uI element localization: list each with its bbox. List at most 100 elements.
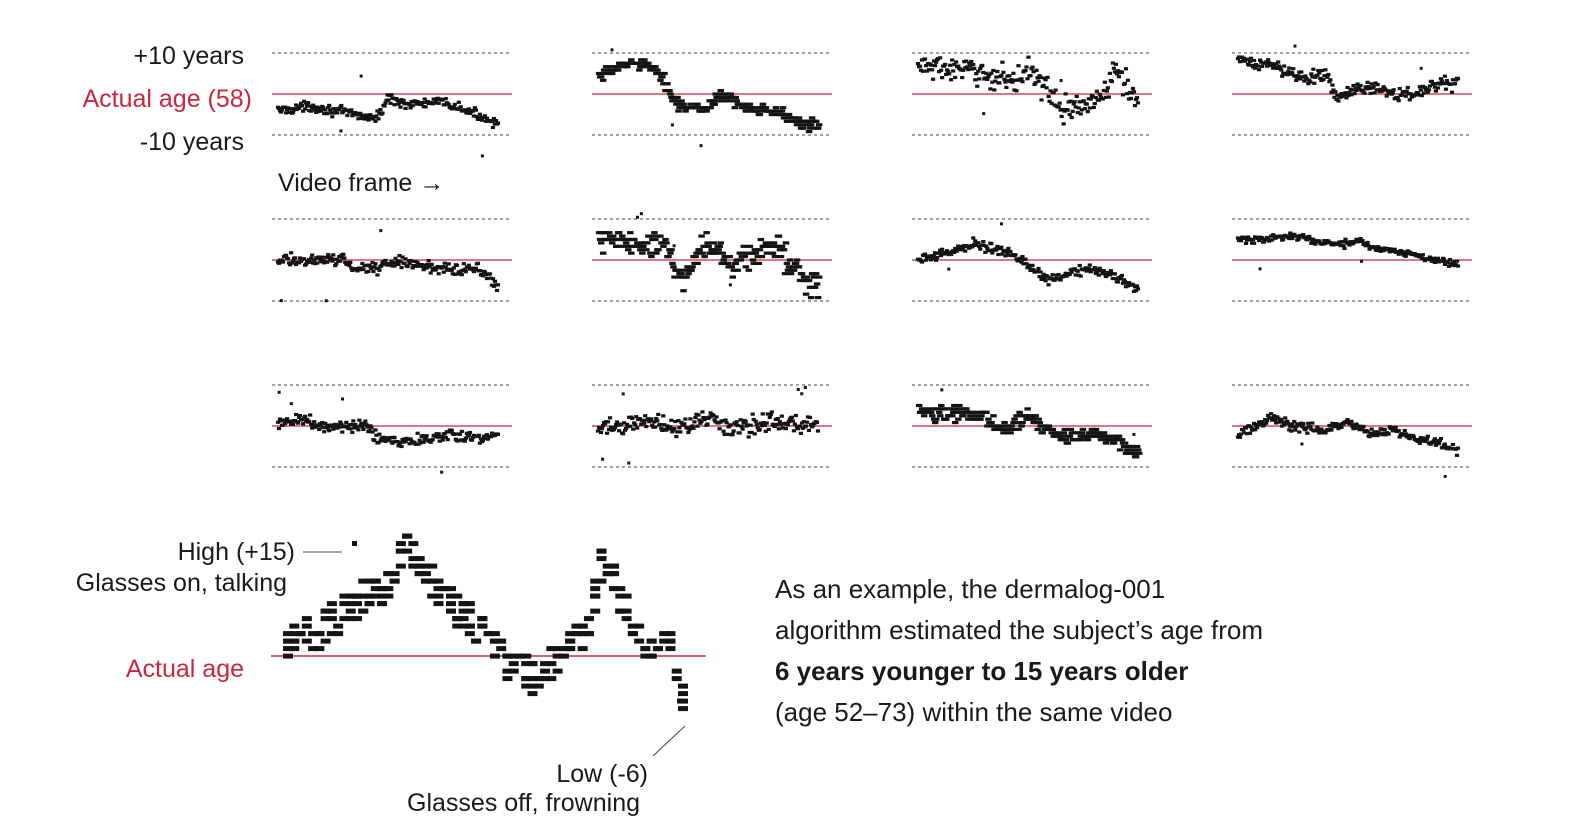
estimate-point — [807, 295, 815, 300]
estimate-point — [1350, 424, 1355, 429]
estimate-point — [1048, 89, 1053, 93]
estimate-point — [731, 106, 739, 110]
estimate-point — [356, 428, 361, 432]
estimate-point — [1059, 114, 1064, 119]
estimate-point — [1247, 431, 1253, 435]
estimate-point — [984, 244, 989, 248]
estimate-point — [1075, 110, 1080, 115]
estimate-point — [425, 99, 430, 104]
estimate-point — [1311, 237, 1316, 241]
estimate-point — [398, 259, 403, 263]
example-estimate-point — [527, 661, 538, 667]
estimate-point — [1331, 88, 1336, 92]
estimate-point — [1242, 236, 1248, 240]
estimate-point — [469, 266, 474, 270]
estimate-point — [446, 430, 451, 434]
estimate-point — [423, 105, 428, 109]
estimate-point — [1300, 425, 1305, 429]
estimate-point — [478, 437, 484, 441]
estimate-point — [1320, 68, 1325, 73]
estimate-point — [309, 109, 314, 113]
estimate-point — [1123, 448, 1131, 452]
estimate-point — [390, 441, 395, 445]
estimate-point — [313, 108, 318, 112]
estimate-point — [1275, 66, 1280, 70]
estimate-point — [419, 102, 424, 107]
estimate-point — [1347, 90, 1352, 95]
estimate-point — [769, 251, 777, 255]
estimate-point — [484, 433, 490, 437]
estimate-point — [754, 422, 759, 426]
estimate-point — [1293, 428, 1298, 432]
estimate-point — [771, 254, 779, 259]
estimate-point — [956, 403, 963, 408]
estimate-point — [1405, 433, 1410, 437]
estimate-point — [977, 77, 982, 81]
estimate-point — [1101, 434, 1109, 438]
estimate-point — [795, 427, 801, 431]
estimate-point — [1381, 249, 1386, 253]
estimate-point — [389, 93, 394, 97]
estimate-point — [951, 69, 956, 73]
note-line-3-bold: 6 years younger to 15 years older — [775, 656, 1189, 686]
example-estimate-point — [489, 631, 500, 637]
estimate-point — [489, 119, 495, 123]
estimate-point — [795, 265, 803, 269]
estimate-point — [1243, 426, 1249, 430]
estimate-point — [1020, 80, 1025, 84]
estimate-point — [1321, 78, 1326, 82]
example-estimate-point — [659, 631, 670, 637]
estimate-point — [446, 103, 451, 107]
estimate-point — [1237, 435, 1243, 439]
estimate-point — [694, 261, 701, 266]
estimate-point — [364, 113, 369, 117]
estimate-point — [375, 273, 380, 277]
estimate-point — [1247, 59, 1253, 64]
estimate-point — [988, 87, 993, 91]
estimate-point — [1032, 414, 1039, 418]
estimate-point — [1001, 420, 1008, 425]
estimate-point — [1349, 419, 1354, 424]
estimate-point — [1007, 431, 1014, 435]
estimate-point — [1128, 96, 1134, 101]
example-estimate-point — [364, 601, 375, 607]
estimate-point — [643, 248, 650, 252]
estimate-point — [475, 261, 481, 265]
estimate-point — [403, 257, 408, 261]
estimate-point — [672, 99, 679, 103]
plus10-label: +10 years — [133, 42, 245, 70]
estimate-point — [1020, 255, 1025, 259]
estimate-point — [1015, 427, 1022, 432]
estimate-point — [440, 438, 445, 442]
estimate-point — [773, 244, 781, 248]
estimate-point — [1260, 64, 1265, 68]
estimate-point — [368, 424, 373, 428]
estimate-point — [395, 440, 400, 444]
estimate-point — [678, 430, 683, 434]
estimate-point — [357, 418, 362, 422]
estimate-point — [1084, 438, 1092, 442]
estimate-point — [1272, 414, 1277, 418]
estimate-point — [671, 275, 678, 279]
example-estimate-point — [521, 683, 532, 689]
estimate-point — [952, 62, 957, 67]
estimate-point — [1132, 455, 1140, 459]
estimate-point — [950, 58, 955, 62]
estimate-point — [1118, 438, 1126, 442]
example-estimate-point — [351, 616, 362, 622]
estimate-point — [1294, 425, 1299, 429]
estimate-point — [601, 231, 609, 235]
estimate-point — [296, 106, 302, 110]
estimate-point — [403, 440, 408, 444]
estimate-point — [1071, 102, 1076, 106]
estimate-point — [1001, 70, 1006, 74]
estimate-point — [1003, 431, 1010, 435]
estimate-point — [685, 426, 690, 430]
estimate-point — [805, 278, 813, 283]
example-estimate-point — [377, 586, 388, 592]
estimate-point — [1092, 266, 1097, 270]
estimate-point — [1281, 420, 1286, 424]
example-estimate-point — [283, 646, 293, 652]
example-estimate-point — [452, 593, 463, 599]
estimate-point — [1280, 74, 1285, 78]
